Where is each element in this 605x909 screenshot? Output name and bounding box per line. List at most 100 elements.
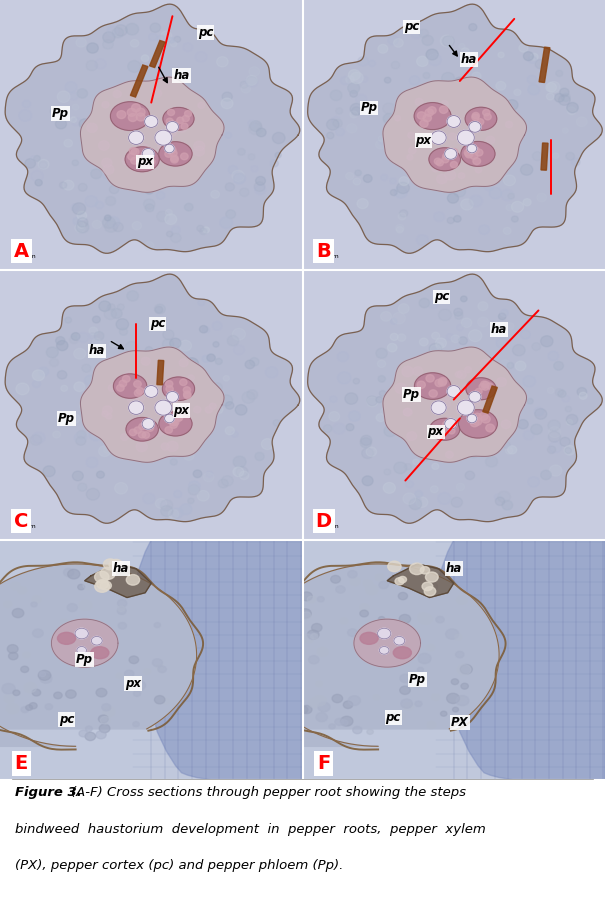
Circle shape bbox=[405, 481, 413, 487]
Circle shape bbox=[327, 119, 339, 130]
Circle shape bbox=[7, 644, 18, 654]
Circle shape bbox=[350, 72, 363, 84]
Circle shape bbox=[367, 396, 378, 407]
Circle shape bbox=[336, 585, 345, 594]
Circle shape bbox=[85, 726, 93, 732]
Circle shape bbox=[161, 177, 170, 185]
Circle shape bbox=[39, 672, 45, 676]
Circle shape bbox=[506, 388, 512, 394]
Circle shape bbox=[439, 392, 451, 402]
Circle shape bbox=[346, 424, 354, 431]
Circle shape bbox=[117, 600, 127, 607]
Circle shape bbox=[152, 89, 162, 97]
Circle shape bbox=[172, 508, 183, 518]
Circle shape bbox=[75, 628, 88, 639]
Circle shape bbox=[13, 690, 20, 695]
Circle shape bbox=[89, 327, 97, 335]
Circle shape bbox=[469, 195, 482, 206]
Circle shape bbox=[2, 684, 15, 694]
Circle shape bbox=[422, 172, 432, 180]
Circle shape bbox=[391, 401, 402, 411]
Circle shape bbox=[171, 156, 178, 163]
Circle shape bbox=[128, 114, 137, 122]
Circle shape bbox=[348, 695, 361, 705]
Circle shape bbox=[362, 476, 373, 485]
Circle shape bbox=[556, 70, 563, 76]
Circle shape bbox=[73, 203, 85, 215]
Circle shape bbox=[132, 722, 139, 727]
Circle shape bbox=[110, 185, 119, 194]
Circle shape bbox=[482, 385, 489, 390]
Circle shape bbox=[70, 336, 78, 344]
Circle shape bbox=[455, 372, 462, 377]
Text: F: F bbox=[317, 754, 330, 773]
Circle shape bbox=[399, 576, 407, 583]
Circle shape bbox=[348, 571, 357, 578]
Circle shape bbox=[166, 122, 178, 133]
Circle shape bbox=[118, 585, 131, 595]
Circle shape bbox=[381, 175, 388, 181]
Circle shape bbox=[448, 157, 459, 168]
Circle shape bbox=[558, 95, 570, 105]
Circle shape bbox=[134, 390, 142, 396]
Circle shape bbox=[161, 505, 173, 516]
Ellipse shape bbox=[459, 410, 497, 438]
Circle shape bbox=[446, 694, 460, 704]
Circle shape bbox=[499, 313, 506, 320]
Circle shape bbox=[445, 148, 457, 159]
Circle shape bbox=[523, 375, 535, 387]
Circle shape bbox=[506, 100, 518, 110]
Circle shape bbox=[122, 156, 132, 165]
Circle shape bbox=[22, 100, 31, 108]
Circle shape bbox=[30, 435, 42, 445]
Circle shape bbox=[383, 103, 395, 114]
Circle shape bbox=[469, 392, 481, 403]
Circle shape bbox=[29, 703, 37, 709]
Circle shape bbox=[531, 425, 542, 435]
Circle shape bbox=[456, 651, 464, 658]
Circle shape bbox=[231, 431, 238, 437]
Circle shape bbox=[171, 419, 179, 425]
Circle shape bbox=[189, 481, 200, 491]
Circle shape bbox=[396, 225, 404, 232]
Circle shape bbox=[498, 52, 504, 58]
Circle shape bbox=[128, 131, 144, 145]
Circle shape bbox=[218, 479, 228, 488]
Circle shape bbox=[528, 56, 536, 64]
Circle shape bbox=[379, 391, 386, 396]
Circle shape bbox=[456, 406, 464, 414]
Circle shape bbox=[125, 358, 131, 365]
Circle shape bbox=[384, 77, 391, 83]
Circle shape bbox=[495, 497, 505, 505]
Circle shape bbox=[160, 425, 166, 431]
Circle shape bbox=[100, 581, 111, 590]
Circle shape bbox=[175, 415, 183, 421]
Circle shape bbox=[220, 395, 232, 406]
Circle shape bbox=[489, 187, 502, 199]
Circle shape bbox=[439, 309, 451, 321]
Circle shape bbox=[275, 153, 281, 158]
Circle shape bbox=[440, 400, 450, 408]
Circle shape bbox=[123, 584, 131, 590]
Circle shape bbox=[451, 679, 459, 684]
Circle shape bbox=[555, 389, 563, 395]
Text: (PX), pepper cortex (pc) and pepper phloem (Pp).: (PX), pepper cortex (pc) and pepper phlo… bbox=[15, 859, 344, 872]
Circle shape bbox=[85, 195, 97, 207]
Circle shape bbox=[448, 420, 454, 426]
Circle shape bbox=[341, 76, 350, 85]
Circle shape bbox=[401, 699, 413, 708]
Circle shape bbox=[419, 29, 428, 37]
Circle shape bbox=[155, 130, 172, 145]
Circle shape bbox=[460, 57, 470, 66]
Circle shape bbox=[39, 162, 47, 168]
Circle shape bbox=[523, 430, 534, 440]
Circle shape bbox=[506, 323, 514, 329]
Circle shape bbox=[403, 408, 411, 415]
Circle shape bbox=[82, 365, 91, 373]
Circle shape bbox=[381, 407, 390, 416]
Text: 100 μm: 100 μm bbox=[315, 255, 338, 259]
Circle shape bbox=[103, 173, 110, 178]
Text: pc: pc bbox=[198, 25, 214, 39]
Circle shape bbox=[383, 114, 394, 124]
Circle shape bbox=[143, 199, 155, 209]
